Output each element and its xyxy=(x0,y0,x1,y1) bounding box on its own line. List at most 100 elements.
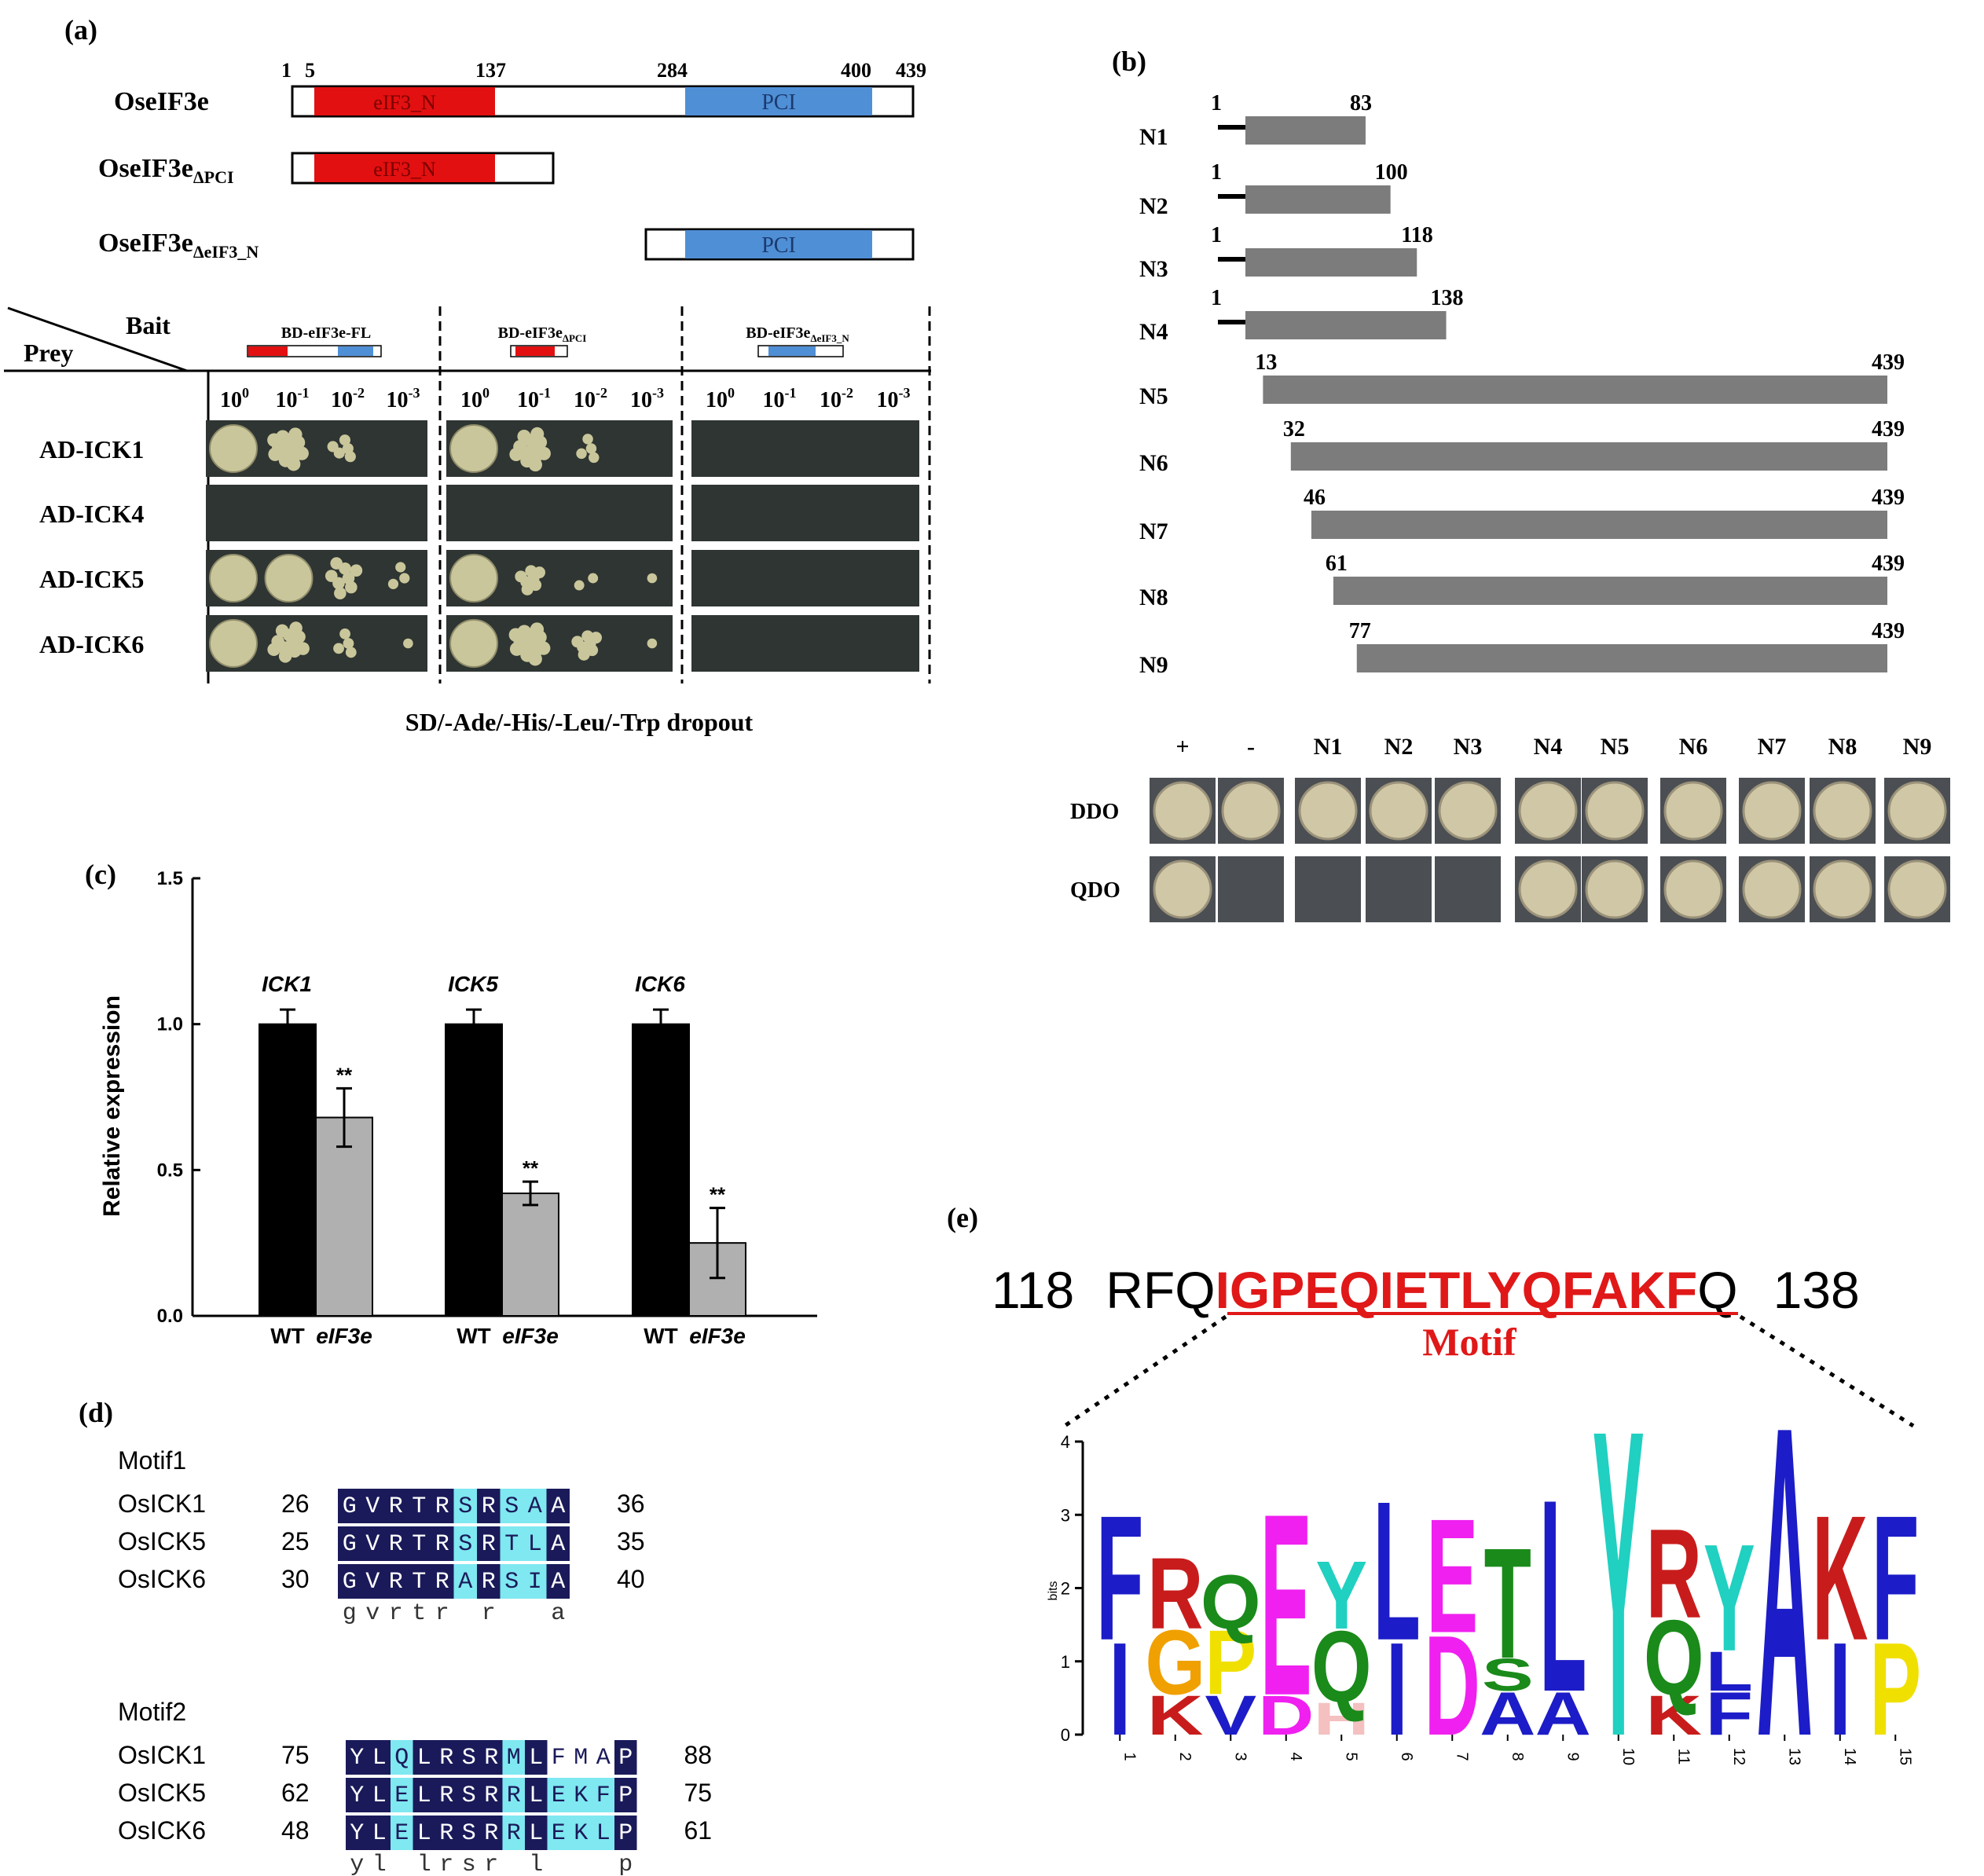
fragment-end-label: 138 xyxy=(1431,286,1464,310)
prey-row-label: AD-ICK5 xyxy=(39,565,144,593)
alignment-cell xyxy=(525,1816,548,1850)
alignment-cell xyxy=(453,1489,477,1523)
colony-spot xyxy=(344,451,356,463)
colony-spot xyxy=(534,566,546,579)
fragment-start-label: 77 xyxy=(1349,619,1371,643)
construct-label-full: OseIF3e xyxy=(114,87,209,116)
fragment-label: N2 xyxy=(1139,193,1168,219)
fragment-label: N3 xyxy=(1139,256,1168,282)
bait-col-3-icon xyxy=(757,345,844,357)
alignment-name: OsICK1 xyxy=(118,1741,206,1769)
colony-spot xyxy=(264,554,314,603)
spot-column-label: N5 xyxy=(1601,734,1630,760)
alignment-cell xyxy=(477,1526,501,1561)
sequence-suffix: Q xyxy=(1697,1261,1737,1319)
alignment-start: 25 xyxy=(281,1527,310,1555)
bar-label: WT xyxy=(457,1324,491,1348)
logo-y-tick-label: 0 xyxy=(1061,1725,1070,1745)
alignment-name: OsICK5 xyxy=(118,1527,206,1555)
alignment-cell xyxy=(361,1489,384,1523)
spot-colony xyxy=(1369,781,1428,841)
alignment-cell xyxy=(614,1740,637,1775)
alignment-cell xyxy=(500,1526,523,1561)
alignment-cell xyxy=(435,1816,458,1850)
alignment-cell xyxy=(361,1526,384,1561)
alignment-cell xyxy=(592,1778,614,1812)
fragment-bar xyxy=(1311,511,1887,539)
alignment-cell xyxy=(480,1816,503,1850)
colony-spot xyxy=(528,652,542,666)
alignment-cell xyxy=(502,1740,525,1775)
alignment-cell xyxy=(407,1564,431,1599)
alignment-cell xyxy=(547,1816,570,1850)
bait-col-1-label: BD-eIF3e-FL xyxy=(281,324,371,342)
spot-column-label: N7 xyxy=(1758,734,1787,760)
spot-colony xyxy=(1663,859,1723,919)
alignment-cell xyxy=(413,1740,435,1775)
spot-colony xyxy=(1742,859,1802,919)
bar-label: eIF3e xyxy=(689,1324,746,1348)
spot-colony xyxy=(1298,781,1358,841)
logo-position-label: 6 xyxy=(1398,1752,1415,1761)
dilution-label: 10-3 xyxy=(387,385,420,412)
panel-b-label: (b) xyxy=(1112,46,1146,77)
colony-spot xyxy=(345,581,358,594)
alignment-cell xyxy=(361,1564,384,1599)
alignment-cell xyxy=(431,1489,454,1523)
colony-spot xyxy=(508,628,523,642)
colony-spot xyxy=(589,452,600,464)
alignment-end: 88 xyxy=(684,1741,713,1769)
alignment-cell xyxy=(391,1740,413,1775)
colony-spot xyxy=(537,446,551,460)
fragment-label: N5 xyxy=(1139,383,1168,409)
fragments: N1 1 83 N2 1 100 N3 1 118 N4 1 138 N5 13 439 N6 32 439 N7 4… xyxy=(1139,91,1905,678)
alignment-end: 61 xyxy=(684,1816,713,1845)
alignment-cell xyxy=(453,1526,477,1561)
bar-label: eIF3e xyxy=(502,1324,559,1348)
alignment-name: OsICK5 xyxy=(118,1779,206,1807)
dilution-label: 10-2 xyxy=(820,385,853,412)
alignment-start: 30 xyxy=(281,1565,310,1593)
fragment-start-label: 13 xyxy=(1255,350,1277,375)
alignment-cell xyxy=(500,1489,523,1523)
y-tick-label: 0.5 xyxy=(157,1160,183,1181)
colony-spot xyxy=(339,434,351,446)
alignment-cell xyxy=(338,1489,361,1523)
spot-column-label: N6 xyxy=(1679,734,1708,760)
spot-colony xyxy=(1813,781,1872,841)
motif-title: Motif2 xyxy=(118,1698,186,1726)
logo-y-tick-label: 4 xyxy=(1061,1432,1070,1452)
y-tick-label: 1.0 xyxy=(157,1014,183,1035)
panel-c-label: (c) xyxy=(85,859,116,890)
logo-letter: Y xyxy=(1703,1513,1755,1684)
colony-spot xyxy=(528,457,542,472)
spot-colony xyxy=(1663,781,1723,841)
logo-letter: G xyxy=(1145,1611,1205,1714)
group-label: ICK5 xyxy=(448,972,498,996)
domain-pci-label: PCI xyxy=(761,90,796,115)
logo-y-label: bits xyxy=(1047,1581,1060,1601)
logo-position-label: 1 xyxy=(1120,1752,1138,1761)
colony-spot xyxy=(530,427,545,441)
logo-letter: L xyxy=(1373,1460,1421,1682)
fragment-start-label: 1 xyxy=(1211,91,1222,115)
alignment-cell xyxy=(338,1564,361,1599)
colony-spot xyxy=(530,622,545,636)
alignment-cell xyxy=(457,1740,480,1775)
colony-spot xyxy=(288,427,303,442)
alignment-cell xyxy=(407,1489,431,1523)
logo-letter: L xyxy=(1706,1640,1753,1702)
dilution-label: 10-3 xyxy=(630,385,664,412)
dilution-label: 10-1 xyxy=(517,385,551,412)
colony-spot xyxy=(571,636,584,648)
fragment-bar xyxy=(1245,116,1366,145)
dilution-label: 10-3 xyxy=(877,385,911,412)
colony-spot xyxy=(278,650,292,663)
colony-spot xyxy=(339,628,350,639)
colony-spot xyxy=(209,554,258,603)
colony-spot xyxy=(576,448,587,460)
bait-col-2-icon xyxy=(510,345,568,357)
